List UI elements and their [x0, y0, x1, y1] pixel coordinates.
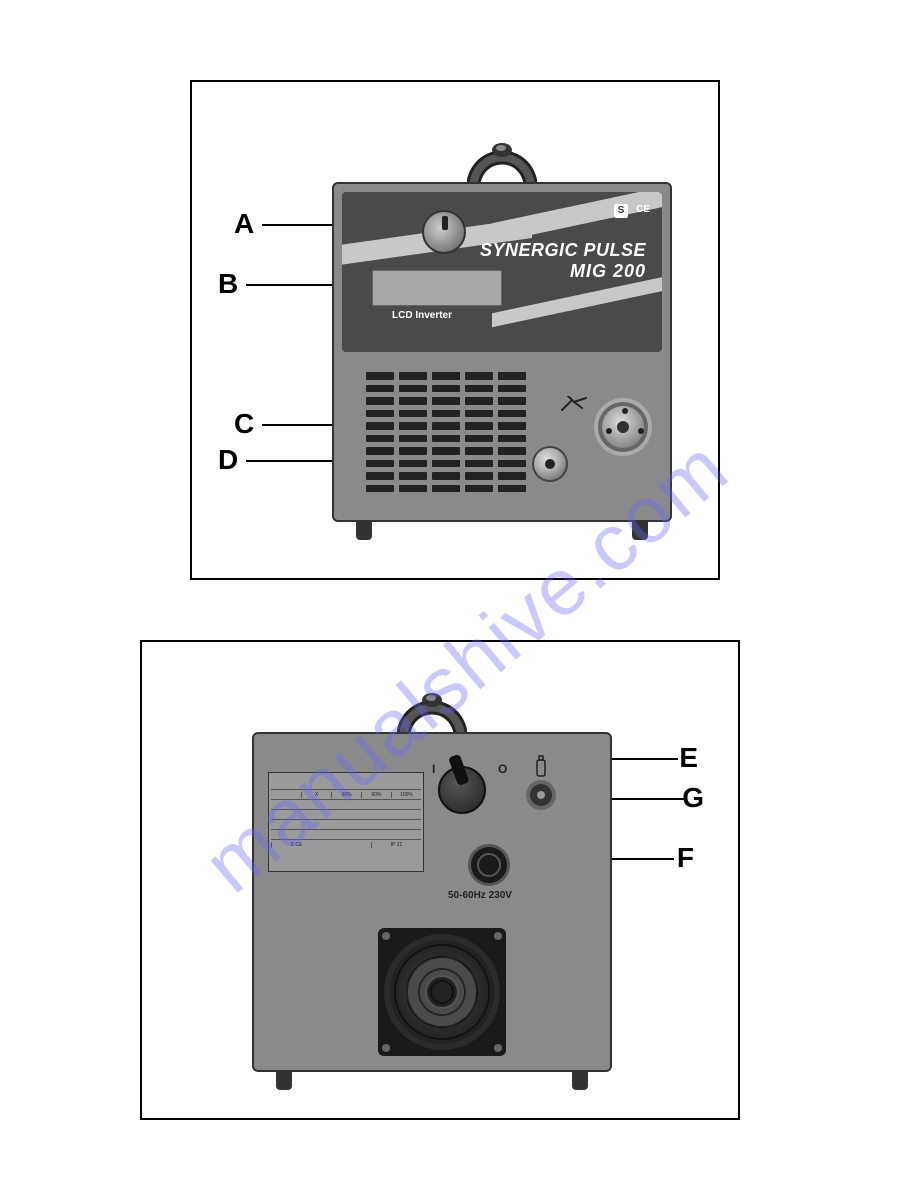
figure-front-box: A B C D LCD Inverter S CE SYNER [190, 80, 720, 580]
device-rear: X 30% 60% 100% S CE IP 21 I O 50-60Hz 23… [252, 732, 612, 1072]
callout-label-d: D [218, 444, 238, 476]
callout-label-f: F [677, 842, 694, 874]
vent-grille [366, 372, 526, 492]
plate-brand [271, 775, 421, 789]
dinse-socket [594, 398, 652, 456]
control-dial [422, 210, 466, 254]
gas-inlet [530, 784, 552, 806]
carry-handle [397, 686, 467, 738]
chassis-foot [356, 522, 372, 540]
control-panel: LCD Inverter S CE SYNERGIC PULSE MIG 200 [342, 192, 662, 352]
gas-cylinder-icon [534, 754, 548, 778]
switch-off-label: O [498, 762, 507, 776]
lcd-label: LCD Inverter [392, 310, 452, 321]
device-front: LCD Inverter S CE SYNERGIC PULSE MIG 200 [332, 182, 672, 522]
carry-handle [467, 136, 537, 188]
callout-label-e: E [679, 742, 698, 774]
euro-torch-socket [532, 446, 568, 482]
brand-line2: MIG 200 [480, 261, 646, 282]
chassis-foot [572, 1072, 588, 1090]
callout-label-c: C [234, 408, 254, 440]
power-spec-label: 50-60Hz 230V [448, 890, 512, 901]
callout-label-b: B [218, 268, 238, 300]
mains-power-inlet [468, 844, 510, 886]
chassis-foot [276, 1072, 292, 1090]
panel-stripe [492, 192, 662, 243]
brand-line1: SYNERGIC PULSE [480, 240, 646, 261]
rating-plate: X 30% 60% 100% S CE IP 21 [268, 772, 424, 872]
switch-on-label: I [432, 762, 435, 776]
earth-clamp-icon [560, 396, 590, 412]
s-badge: S [614, 204, 628, 218]
power-switch [438, 766, 486, 814]
chassis-foot [632, 522, 648, 540]
callout-label-g: G [682, 782, 704, 814]
figure-rear-box: E G F X 30% 60% 100% [140, 640, 740, 1120]
ce-mark: CE [636, 204, 650, 215]
cooling-fan [378, 928, 506, 1056]
brand-text: SYNERGIC PULSE MIG 200 [480, 240, 646, 282]
callout-label-a: A [234, 208, 254, 240]
